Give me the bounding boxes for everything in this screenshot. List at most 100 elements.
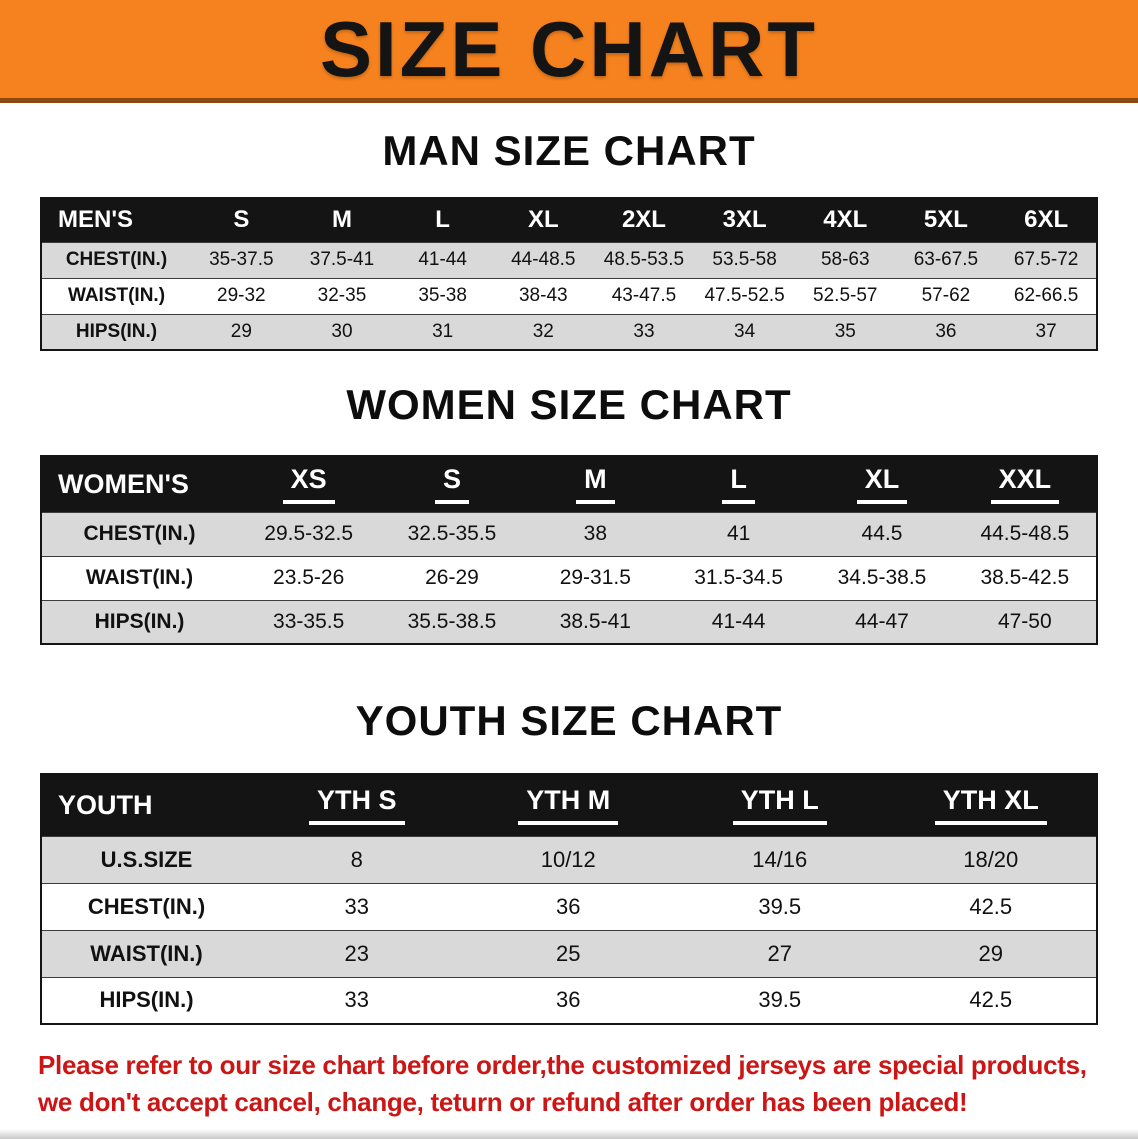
value-cell: 44.5-48.5	[953, 511, 1097, 556]
table-row: WAIST(IN.) 29-32 32-35 35-38 38-43 43-47.5 47.…	[41, 277, 1097, 314]
header-label: XS	[282, 464, 335, 505]
size-header-cell: S	[380, 456, 524, 512]
size-header-cell: YTH L	[674, 774, 886, 836]
header-label: M	[331, 206, 352, 234]
row-label-cell: HIPS(IN.)	[41, 599, 237, 644]
value-cell: 29	[885, 929, 1097, 977]
size-header-cell: M	[523, 456, 667, 512]
value-cell: 38.5-42.5	[953, 555, 1097, 600]
women-size-heading: WOMEN SIZE CHART	[346, 381, 792, 428]
table-title-cell: WOMEN'S	[41, 456, 237, 512]
value-cell: 39.5	[674, 976, 886, 1024]
table-header-row: YOUTH YTH S YTH M YTH L YTH XL	[41, 774, 1097, 836]
page-title: SIZE CHART	[320, 5, 818, 93]
value-cell: 18/20	[885, 835, 1097, 883]
value-cell: 58-63	[794, 241, 896, 278]
bottom-edge-strip	[0, 1128, 1138, 1139]
value-cell: 26-29	[380, 555, 524, 600]
size-header-cell: L	[392, 198, 493, 242]
table-title-cell: MEN'S	[41, 198, 191, 242]
value-cell: 47-50	[953, 599, 1097, 644]
value-cell: 37.5-41	[291, 241, 393, 278]
size-header-cell: YTH S	[251, 774, 463, 836]
table-row: CHEST(IN.) 33 36 39.5 42.5	[41, 882, 1097, 930]
row-label-cell: HIPS(IN.)	[41, 976, 251, 1024]
value-cell: 38-43	[492, 277, 594, 314]
table-row: CHEST(IN.) 29.5-32.5 32.5-35.5 38 41 44.5 44.5…	[41, 511, 1097, 556]
value-cell: 8	[251, 835, 463, 883]
value-cell: 44-48.5	[492, 241, 594, 278]
row-label-cell: HIPS(IN.)	[41, 313, 191, 350]
value-cell: 27	[674, 929, 886, 977]
value-cell: 48.5-53.5	[593, 241, 695, 278]
header-label: YTH L	[732, 785, 827, 826]
header-label: 2XL	[621, 206, 666, 234]
value-cell: 34.5-38.5	[810, 555, 954, 600]
value-cell: 31.5-34.5	[666, 555, 811, 600]
value-cell: 33	[251, 976, 463, 1024]
row-label-cell: CHEST(IN.)	[41, 241, 191, 278]
value-cell: 63-67.5	[895, 241, 997, 278]
man-size-section: MAN SIZE CHART MEN'S S M L XL 2XL 3XL 4XL 5XL 6XL…	[0, 127, 1138, 351]
table-row: WAIST(IN.) 23.5-26 26-29 29-31.5 31.5-34.5 34…	[41, 555, 1097, 600]
header-label: 5XL	[923, 206, 968, 234]
value-cell: 29	[191, 313, 292, 350]
value-cell: 41-44	[666, 599, 811, 644]
header-label: YTH M	[518, 785, 619, 826]
header-label: XXL	[990, 464, 1060, 505]
size-header-cell: 6XL	[996, 198, 1097, 242]
header-label: WOMEN'S	[58, 468, 189, 499]
value-cell: 36	[462, 976, 674, 1024]
header-label: YTH S	[308, 785, 405, 826]
value-cell: 10/12	[462, 835, 674, 883]
size-header-cell: XL	[492, 198, 594, 242]
notice-line: we don't accept cancel, change, teturn o…	[38, 1086, 968, 1117]
header-label: XL	[856, 464, 908, 505]
women-size-table: WOMEN'S XS S M L XL XXL CHEST(IN.) 29.5-32.5 32.5…	[40, 455, 1098, 645]
size-header-cell: 2XL	[593, 198, 695, 242]
value-cell: 32-35	[291, 277, 393, 314]
value-cell: 37	[996, 313, 1097, 350]
row-label-cell: WAIST(IN.)	[41, 555, 237, 600]
size-header-cell: XS	[237, 456, 381, 512]
size-header-cell: 4XL	[794, 198, 896, 242]
youth-size-table: YOUTH YTH S YTH M YTH L YTH XL U.S.SIZE 8 10/12…	[40, 773, 1098, 1025]
value-cell: 14/16	[674, 835, 886, 883]
table-row: HIPS(IN.) 29 30 31 32 33 34 35 36 37	[41, 313, 1097, 350]
row-label-cell: WAIST(IN.)	[41, 277, 191, 314]
value-cell: 38.5-41	[523, 599, 667, 644]
row-label-cell: CHEST(IN.)	[41, 882, 251, 930]
value-cell: 42.5	[885, 882, 1097, 930]
value-cell: 67.5-72	[996, 241, 1097, 278]
value-cell: 29-32	[191, 277, 292, 314]
value-cell: 36	[895, 313, 997, 350]
value-cell: 32	[492, 313, 594, 350]
value-cell: 35.5-38.5	[380, 599, 524, 644]
value-cell: 35-38	[392, 277, 493, 314]
table-row: HIPS(IN.) 33 36 39.5 42.5	[41, 976, 1097, 1024]
table-row: WAIST(IN.) 23 25 27 29	[41, 929, 1097, 977]
row-label-cell: CHEST(IN.)	[41, 511, 237, 556]
value-cell: 23.5-26	[237, 555, 381, 600]
size-header-cell: M	[291, 198, 393, 242]
header-label: YOUTH	[58, 789, 153, 820]
size-header-cell: S	[191, 198, 292, 242]
header-label: S	[233, 206, 250, 234]
value-cell: 42.5	[885, 976, 1097, 1024]
value-cell: 57-62	[895, 277, 997, 314]
header-label: YTH XL	[934, 785, 1047, 826]
value-cell: 41	[666, 511, 811, 556]
value-cell: 23	[251, 929, 463, 977]
value-cell: 31	[392, 313, 493, 350]
man-size-heading: MAN SIZE CHART	[382, 127, 756, 174]
header-label: 4XL	[823, 206, 868, 234]
value-cell: 35-37.5	[191, 241, 292, 278]
value-cell: 35	[794, 313, 896, 350]
value-cell: 53.5-58	[694, 241, 795, 278]
size-header-cell: YTH XL	[885, 774, 1097, 836]
size-header-cell: L	[666, 456, 811, 512]
header-label: MEN'S	[58, 206, 134, 234]
value-cell: 33-35.5	[237, 599, 381, 644]
value-cell: 25	[462, 929, 674, 977]
header-label: M	[576, 464, 615, 505]
